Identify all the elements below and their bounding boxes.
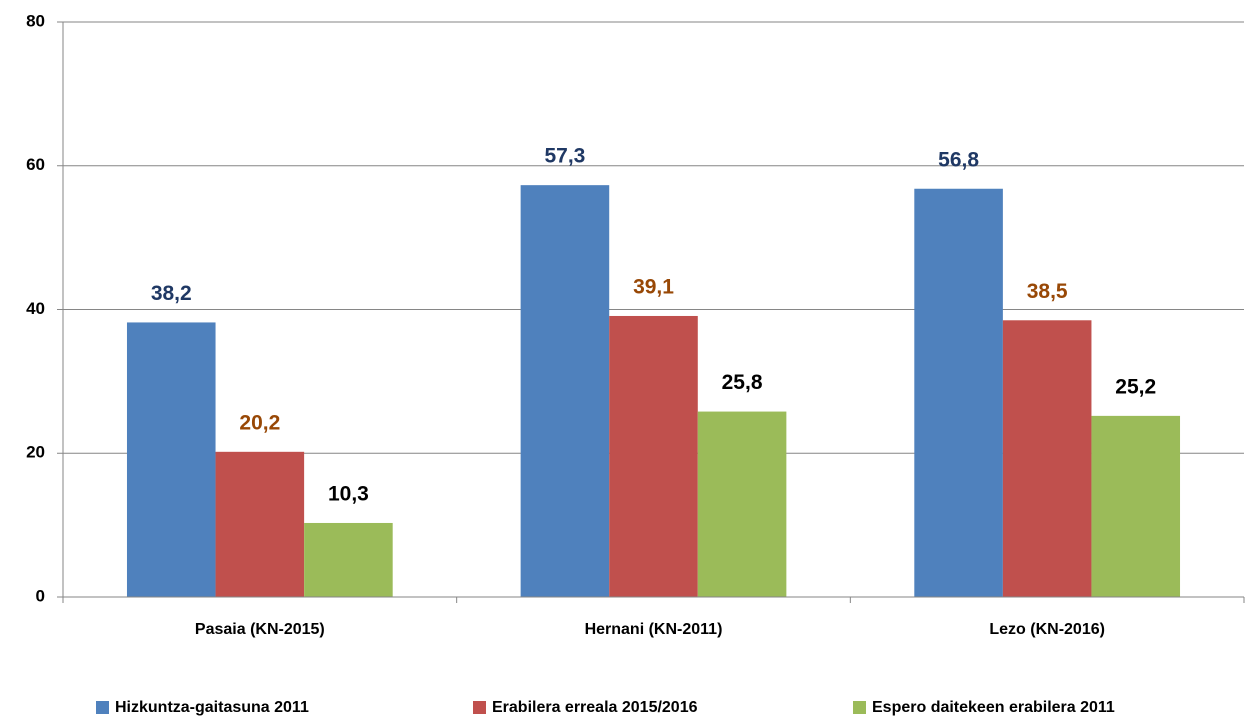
y-tick-label: 60 bbox=[26, 155, 45, 174]
value-label: 38,5 bbox=[1027, 280, 1068, 303]
bar bbox=[1091, 415, 1181, 597]
value-label: 57,3 bbox=[544, 145, 585, 168]
bar bbox=[520, 185, 610, 597]
bar bbox=[609, 315, 698, 597]
value-label: 25,2 bbox=[1115, 375, 1156, 398]
y-tick-label: 80 bbox=[26, 11, 45, 30]
x-tick-label: Lezo (KN-2016) bbox=[989, 621, 1105, 638]
legend-label: Erabilera erreala 2015/2016 bbox=[492, 699, 698, 716]
legend-label: Hizkuntza-gaitasuna 2011 bbox=[115, 699, 309, 716]
bar bbox=[126, 322, 216, 597]
value-label: 20,2 bbox=[239, 411, 280, 434]
legend-swatch bbox=[853, 701, 866, 714]
bar bbox=[697, 411, 787, 597]
legend-swatch bbox=[473, 701, 486, 714]
y-tick-label: 40 bbox=[26, 299, 45, 318]
y-tick-label: 0 bbox=[36, 586, 45, 605]
bar bbox=[215, 451, 305, 597]
bar bbox=[304, 522, 393, 597]
bar bbox=[1002, 320, 1092, 597]
legend-label: Espero daitekeen erabilera 2011 bbox=[872, 699, 1115, 716]
value-label: 38,2 bbox=[151, 282, 192, 305]
value-label: 39,1 bbox=[633, 276, 674, 299]
value-label: 25,8 bbox=[722, 371, 763, 394]
bar bbox=[914, 188, 1003, 597]
y-tick-label: 20 bbox=[26, 443, 45, 462]
x-tick-label: Pasaia (KN-2015) bbox=[195, 621, 325, 638]
legend-swatch bbox=[96, 701, 109, 714]
value-label: 10,3 bbox=[328, 483, 369, 506]
x-tick-label: Hernani (KN-2011) bbox=[585, 621, 723, 638]
value-label: 56,8 bbox=[938, 148, 979, 171]
